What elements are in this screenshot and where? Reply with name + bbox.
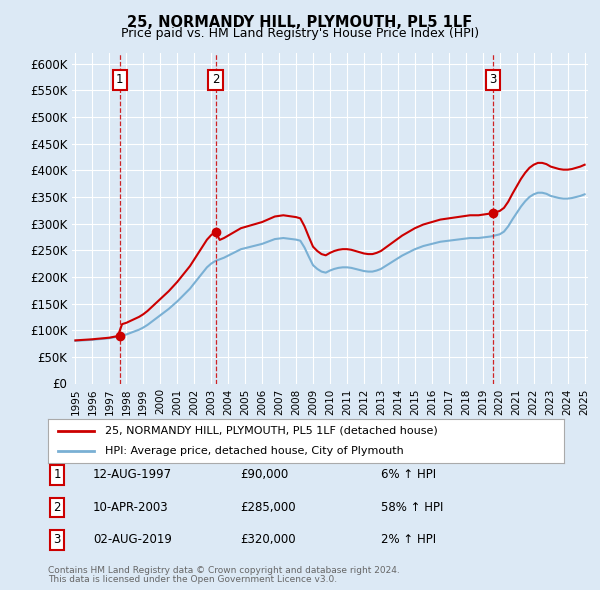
Text: This data is licensed under the Open Government Licence v3.0.: This data is licensed under the Open Gov… (48, 575, 337, 584)
Text: 3: 3 (53, 533, 61, 546)
Text: 3: 3 (489, 73, 496, 86)
Text: 25, NORMANDY HILL, PLYMOUTH, PL5 1LF: 25, NORMANDY HILL, PLYMOUTH, PL5 1LF (127, 15, 473, 30)
Text: 02-AUG-2019: 02-AUG-2019 (93, 533, 172, 546)
Text: 10-APR-2003: 10-APR-2003 (93, 501, 169, 514)
Text: 1: 1 (53, 468, 61, 481)
Text: 25, NORMANDY HILL, PLYMOUTH, PL5 1LF (detached house): 25, NORMANDY HILL, PLYMOUTH, PL5 1LF (de… (105, 426, 437, 436)
Text: 2: 2 (53, 501, 61, 514)
Text: Price paid vs. HM Land Registry's House Price Index (HPI): Price paid vs. HM Land Registry's House … (121, 27, 479, 40)
Text: 1: 1 (116, 73, 124, 86)
Text: 12-AUG-1997: 12-AUG-1997 (93, 468, 172, 481)
Text: £285,000: £285,000 (240, 501, 296, 514)
Text: HPI: Average price, detached house, City of Plymouth: HPI: Average price, detached house, City… (105, 446, 404, 456)
Text: Contains HM Land Registry data © Crown copyright and database right 2024.: Contains HM Land Registry data © Crown c… (48, 566, 400, 575)
Text: 2% ↑ HPI: 2% ↑ HPI (381, 533, 436, 546)
Text: 6% ↑ HPI: 6% ↑ HPI (381, 468, 436, 481)
Text: 2: 2 (212, 73, 220, 86)
Text: £90,000: £90,000 (240, 468, 288, 481)
Text: £320,000: £320,000 (240, 533, 296, 546)
Text: 58% ↑ HPI: 58% ↑ HPI (381, 501, 443, 514)
